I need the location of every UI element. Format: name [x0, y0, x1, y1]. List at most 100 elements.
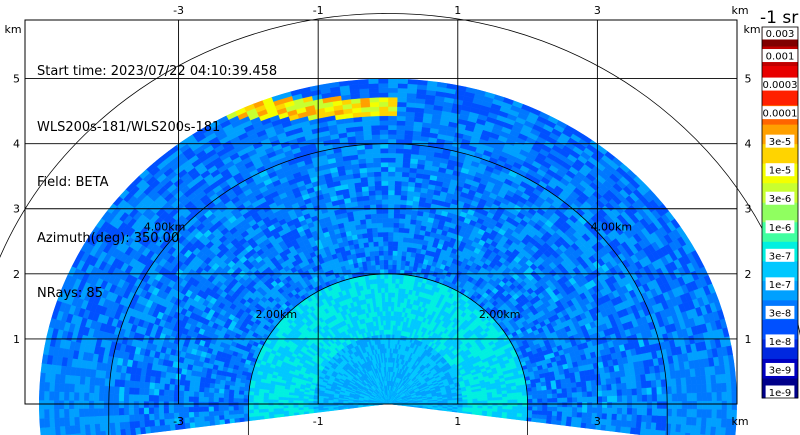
data-cell: [263, 392, 270, 397]
data-cell: [399, 213, 406, 219]
data-cell: [198, 406, 204, 413]
data-cell: [188, 385, 195, 392]
data-cell: [238, 386, 245, 392]
data-cell: [497, 408, 503, 413]
data-cell: [391, 264, 397, 270]
data-cell: [392, 255, 398, 261]
data-cell: [243, 390, 250, 396]
data-cell: [556, 392, 563, 399]
data-cell: [383, 254, 389, 261]
data-cell: [189, 422, 196, 429]
data-cell: [556, 388, 563, 394]
data-cell: [308, 410, 315, 414]
data-cell: [228, 410, 235, 416]
data-cell: [263, 405, 269, 410]
data-cell: [376, 227, 383, 233]
data-cell: [482, 400, 488, 404]
data-cell: [223, 384, 230, 390]
data-cell: [228, 414, 235, 420]
data-cell: [560, 382, 567, 389]
data-cell: [506, 392, 513, 397]
data-cell: [376, 283, 382, 289]
data-cell: [577, 396, 583, 403]
data-cell: [383, 269, 389, 275]
data-cell: [213, 410, 220, 417]
data-cell: [188, 417, 195, 424]
data-cell: [382, 222, 389, 228]
data-cell: [410, 214, 418, 221]
data-cell: [183, 385, 190, 392]
data-cell: [541, 385, 548, 391]
data-cell: [561, 415, 568, 422]
data-cell: [556, 415, 563, 421]
data-cell: [407, 237, 414, 244]
data-cell: [521, 413, 528, 418]
data-cell: [410, 247, 417, 254]
data-cell: [365, 218, 372, 225]
data-cell: [391, 282, 396, 289]
data-cell: [391, 287, 396, 293]
data-cell: [393, 296, 398, 303]
data-cell: [387, 306, 392, 312]
data-cell: [373, 245, 379, 252]
data-cell: [204, 420, 211, 427]
data-cell: [382, 231, 389, 237]
data-cell: [283, 399, 289, 404]
data-cell: [571, 411, 578, 418]
data-cell: [387, 352, 390, 358]
data-cell: [363, 246, 370, 253]
data-cell: [380, 287, 385, 293]
data-cell: [298, 411, 305, 416]
data-cell: [364, 209, 371, 215]
data-cell: [552, 406, 558, 412]
data-cell: [268, 414, 275, 419]
data-cell: [565, 420, 572, 427]
data-cell: [457, 404, 464, 408]
data-cell: [288, 412, 295, 417]
data-cell: [393, 301, 398, 307]
data-cell: [575, 381, 582, 388]
data-cell: [482, 405, 488, 409]
data-cell: [278, 396, 284, 401]
data-cell: [387, 334, 391, 340]
data-cell: [555, 419, 562, 426]
data-cell: [238, 417, 245, 423]
data-cell: [591, 396, 598, 403]
data-cell: [233, 394, 239, 399]
data-cell: [263, 408, 269, 413]
data-cell: [258, 409, 264, 414]
data-cell: [586, 385, 593, 392]
data-cell: [390, 301, 395, 307]
data-cell: [536, 410, 543, 415]
data-cell: [400, 260, 406, 266]
data-cell: [384, 287, 389, 293]
data-cell: [517, 405, 523, 410]
data-cell: [487, 399, 493, 404]
data-cell: [387, 287, 392, 293]
data-cell: [572, 396, 578, 403]
data-cell: [203, 416, 210, 422]
data-cell: [348, 407, 354, 410]
data-cell: [229, 381, 236, 387]
data-cell: [367, 241, 374, 248]
data-cell: [369, 255, 376, 262]
data-cell: [313, 410, 320, 414]
data-cell: [219, 419, 226, 425]
data-cell: [218, 410, 225, 416]
data-cell: [204, 377, 211, 384]
data-cell: [238, 409, 245, 415]
data-cell: [273, 399, 279, 404]
data-cell: [366, 227, 373, 234]
data-cell: [218, 393, 225, 399]
data-cell: [278, 399, 284, 404]
data-cell: [387, 231, 394, 237]
data-cell: [387, 217, 394, 224]
data-cell: [398, 278, 404, 285]
data-cell: [410, 251, 417, 258]
data-cell: [219, 379, 226, 386]
data-cell: [462, 404, 468, 408]
data-cell: [541, 414, 548, 420]
data-cell: [214, 378, 221, 385]
data-cell: [228, 397, 234, 403]
data-cell: [374, 259, 380, 266]
